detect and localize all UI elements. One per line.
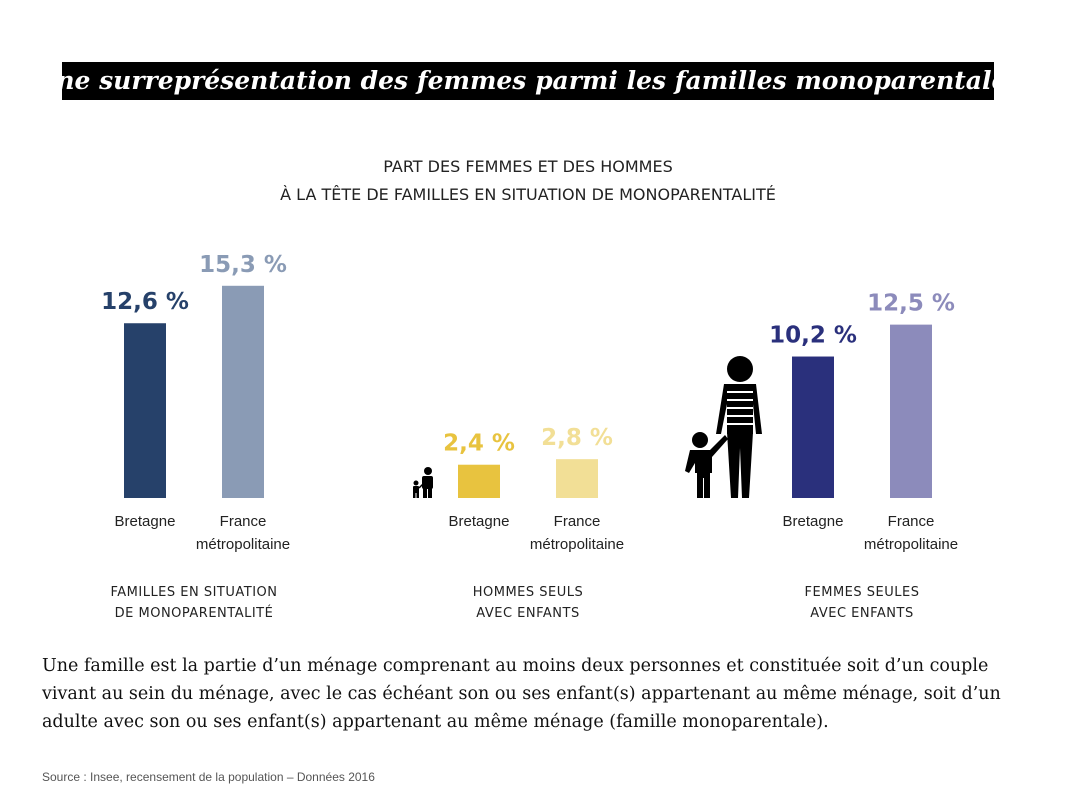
- chart-title: À LA TÊTE DE FAMILLES EN SITUATION DE MO…: [280, 185, 776, 204]
- category-line: métropolitaine: [196, 536, 290, 553]
- man-child-icon: [413, 467, 433, 498]
- headline-box: [62, 62, 994, 100]
- value-label: 10,2 %: [769, 323, 857, 349]
- category-line: France: [888, 513, 935, 530]
- category-label: France métropolitaine: [864, 513, 958, 553]
- group-label: FEMMES SEULES: [805, 585, 920, 600]
- source: Source : Insee, recensement de la popula…: [42, 770, 375, 784]
- group-label: AVEC ENFANTS: [810, 606, 913, 621]
- value-label: 12,5 %: [867, 291, 955, 317]
- category-line: France: [554, 513, 601, 530]
- category-line: France: [220, 513, 267, 530]
- group-label: FAMILLES EN SITUATION: [110, 585, 277, 600]
- definition: Une famille est la partie d’un ménage co…: [42, 656, 1001, 732]
- value-label: 2,4 %: [443, 431, 515, 457]
- group-label: AVEC ENFANTS: [476, 606, 579, 621]
- group-label: HOMMES SEULS: [473, 585, 584, 600]
- bar: [458, 464, 500, 498]
- chart: Une surreprésentation des femmes parmi l…: [35, 62, 1022, 621]
- category-label: France métropolitaine: [196, 513, 290, 553]
- group-label: DE MONOPARENTALITÉ: [115, 605, 274, 621]
- bar: [124, 323, 166, 498]
- category-label: France métropolitaine: [530, 513, 624, 553]
- headline: Une surreprésentation des femmes parmi l…: [35, 66, 1022, 95]
- chart-title: PART DES FEMMES ET DES HOMMES: [383, 157, 672, 176]
- bar: [556, 459, 598, 498]
- value-label: 12,6 %: [101, 289, 189, 315]
- bar: [222, 285, 264, 498]
- value-label: 2,8 %: [541, 425, 613, 451]
- bar: [792, 356, 834, 498]
- category-line: métropolitaine: [530, 536, 624, 553]
- woman-child-icon: [685, 356, 762, 498]
- category-label: Bretagne: [783, 513, 844, 530]
- category-line: métropolitaine: [864, 536, 958, 553]
- category-label: Bretagne: [449, 513, 510, 530]
- category-label: Bretagne: [115, 513, 176, 530]
- bar: [890, 324, 932, 498]
- value-label: 15,3 %: [199, 252, 287, 278]
